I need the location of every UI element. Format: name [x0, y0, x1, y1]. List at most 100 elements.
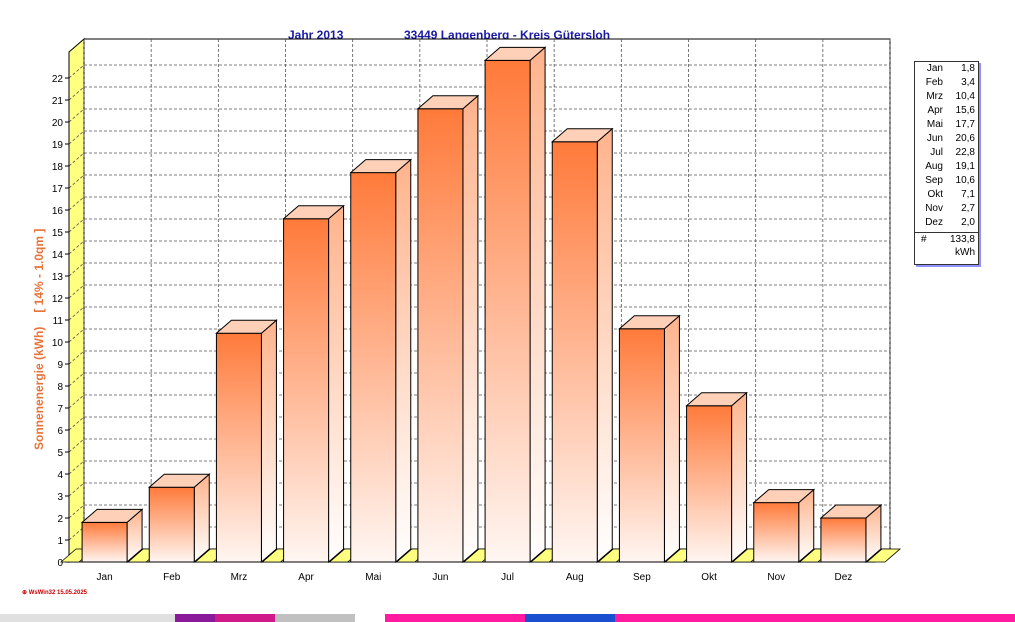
y-tick-label: 18	[52, 162, 64, 173]
h-grid-line-wall	[68, 482, 85, 497]
bar-top	[416, 95, 480, 110]
legend-month: Dez	[925, 217, 943, 228]
legend-total-row: # 133,8	[915, 233, 978, 247]
y-tick-label: 12	[52, 294, 64, 305]
legend-row: Mai 17,7	[915, 118, 978, 132]
floor-cell	[865, 548, 902, 563]
y-tick-label: 7	[57, 404, 63, 415]
legend-value: 7,1	[961, 189, 975, 200]
h-grid-line-wall	[68, 372, 85, 387]
x-tick-label: Nov	[767, 572, 785, 583]
legend-value: 15,6	[955, 105, 975, 116]
y-axis-label: Sonnenenergie (kWh) [ 14% - 1.0qm ]	[32, 229, 46, 450]
legend-month: Feb	[925, 77, 943, 88]
legend-month: Mrz	[926, 91, 943, 102]
y-tick-label: 15	[52, 228, 64, 239]
legend-value: 10,6	[955, 175, 975, 186]
legend-month: Nov	[925, 203, 943, 214]
bar-side	[260, 319, 277, 564]
h-grid-line-wall	[68, 64, 85, 79]
legend-row: Jan 1,8	[915, 62, 978, 76]
bar-top	[685, 392, 748, 407]
legend-row: Nov 2,7	[915, 202, 978, 216]
bar-top	[80, 508, 144, 523]
legend-value: 3,4	[961, 77, 975, 88]
bar	[81, 521, 128, 563]
h-grid-line-wall	[68, 460, 85, 475]
bar-top	[147, 473, 211, 488]
h-grid-line-wall	[68, 438, 85, 453]
legend-value: 19,1	[955, 161, 975, 172]
legend-row: Jun 20,6	[915, 132, 978, 146]
legend-row: Apr 15,6	[915, 104, 978, 118]
bar-side	[731, 391, 748, 564]
legend-month: Sep	[925, 175, 943, 186]
legend-row: Dez 2,0	[915, 216, 978, 230]
x-tick-label: Jun	[432, 572, 448, 583]
bar	[686, 405, 733, 563]
bar	[148, 486, 195, 563]
x-tick-label: Apr	[298, 572, 314, 583]
h-grid-line-wall	[68, 284, 85, 299]
bar-side	[395, 158, 412, 564]
h-grid-line-wall	[68, 306, 85, 321]
legend-month: Aug	[925, 161, 943, 172]
legend-month: Mai	[926, 119, 943, 130]
bar-top	[483, 46, 547, 61]
y-tick-label: 2	[57, 514, 63, 525]
bar-top	[349, 159, 413, 174]
legend-value: 2,7	[961, 203, 975, 214]
h-grid-line-wall	[68, 526, 85, 541]
legend-month: Okt	[927, 189, 943, 200]
legend-value: 10,4	[955, 91, 975, 102]
legend-month: Apr	[927, 105, 943, 116]
y-tick-label: 22	[52, 74, 64, 85]
y-tick-label: 19	[52, 140, 64, 151]
legend-month: Jul	[930, 147, 943, 158]
bar-top	[215, 319, 278, 334]
legend-value: 1,8	[961, 63, 975, 74]
h-grid-line-wall	[68, 262, 85, 277]
y-tick-label: 0	[57, 558, 63, 569]
legend-row: Feb 3,4	[915, 76, 978, 90]
h-grid-line-wall	[68, 174, 85, 189]
legend-value: 2,0	[961, 217, 975, 228]
footer-note: ⊕ WsWin32 15.05.2025	[22, 590, 88, 596]
x-tick-label: Okt	[701, 572, 717, 583]
h-grid-line-wall	[68, 350, 85, 365]
x-tick-label: Jan	[97, 572, 113, 583]
y-axis-label-sub: [ 14% - 1.0qm ]	[32, 229, 46, 313]
bar-side	[328, 204, 345, 564]
bar-top	[282, 205, 345, 220]
legend-total-value: 133,8	[949, 234, 975, 245]
y-tick-label: 5	[57, 448, 63, 459]
legend-row: Jul 22,8	[915, 146, 978, 160]
y-tick-label: 14	[52, 250, 64, 261]
legend-month: Jun	[926, 133, 943, 144]
bar	[551, 141, 598, 563]
legend-unit: kWh	[955, 247, 975, 258]
bar	[215, 332, 262, 563]
x-tick-label: Sep	[633, 572, 651, 583]
y-tick-label: 4	[57, 470, 63, 481]
h-grid-line-wall	[68, 394, 85, 409]
y-axis-label-main: Sonnenenergie (kWh)	[32, 327, 46, 450]
bar-top	[618, 315, 681, 330]
h-grid-line-wall	[68, 108, 85, 123]
x-tick-label: Aug	[566, 572, 584, 583]
bar-side	[193, 473, 210, 564]
y-tick-label: 1	[57, 536, 63, 547]
legend-row: Mrz 10,4	[915, 90, 978, 104]
h-grid-line-wall	[68, 152, 85, 167]
legend-row: Okt 7,1	[915, 188, 978, 202]
y-tick-label: 8	[57, 382, 63, 393]
legend-month: Jan	[926, 63, 943, 74]
y-tick-label: 13	[52, 272, 64, 283]
legend-total-symbol: #	[921, 234, 927, 245]
bar	[350, 172, 397, 563]
legend-rows: Jan 1,8 Feb 3,4 Mrz 10,4 Apr 15,6 Mai 17,7 Jun 20,6…	[915, 62, 978, 230]
y-tick-label: 6	[57, 426, 63, 437]
x-tick-label: Mrz	[231, 572, 248, 583]
